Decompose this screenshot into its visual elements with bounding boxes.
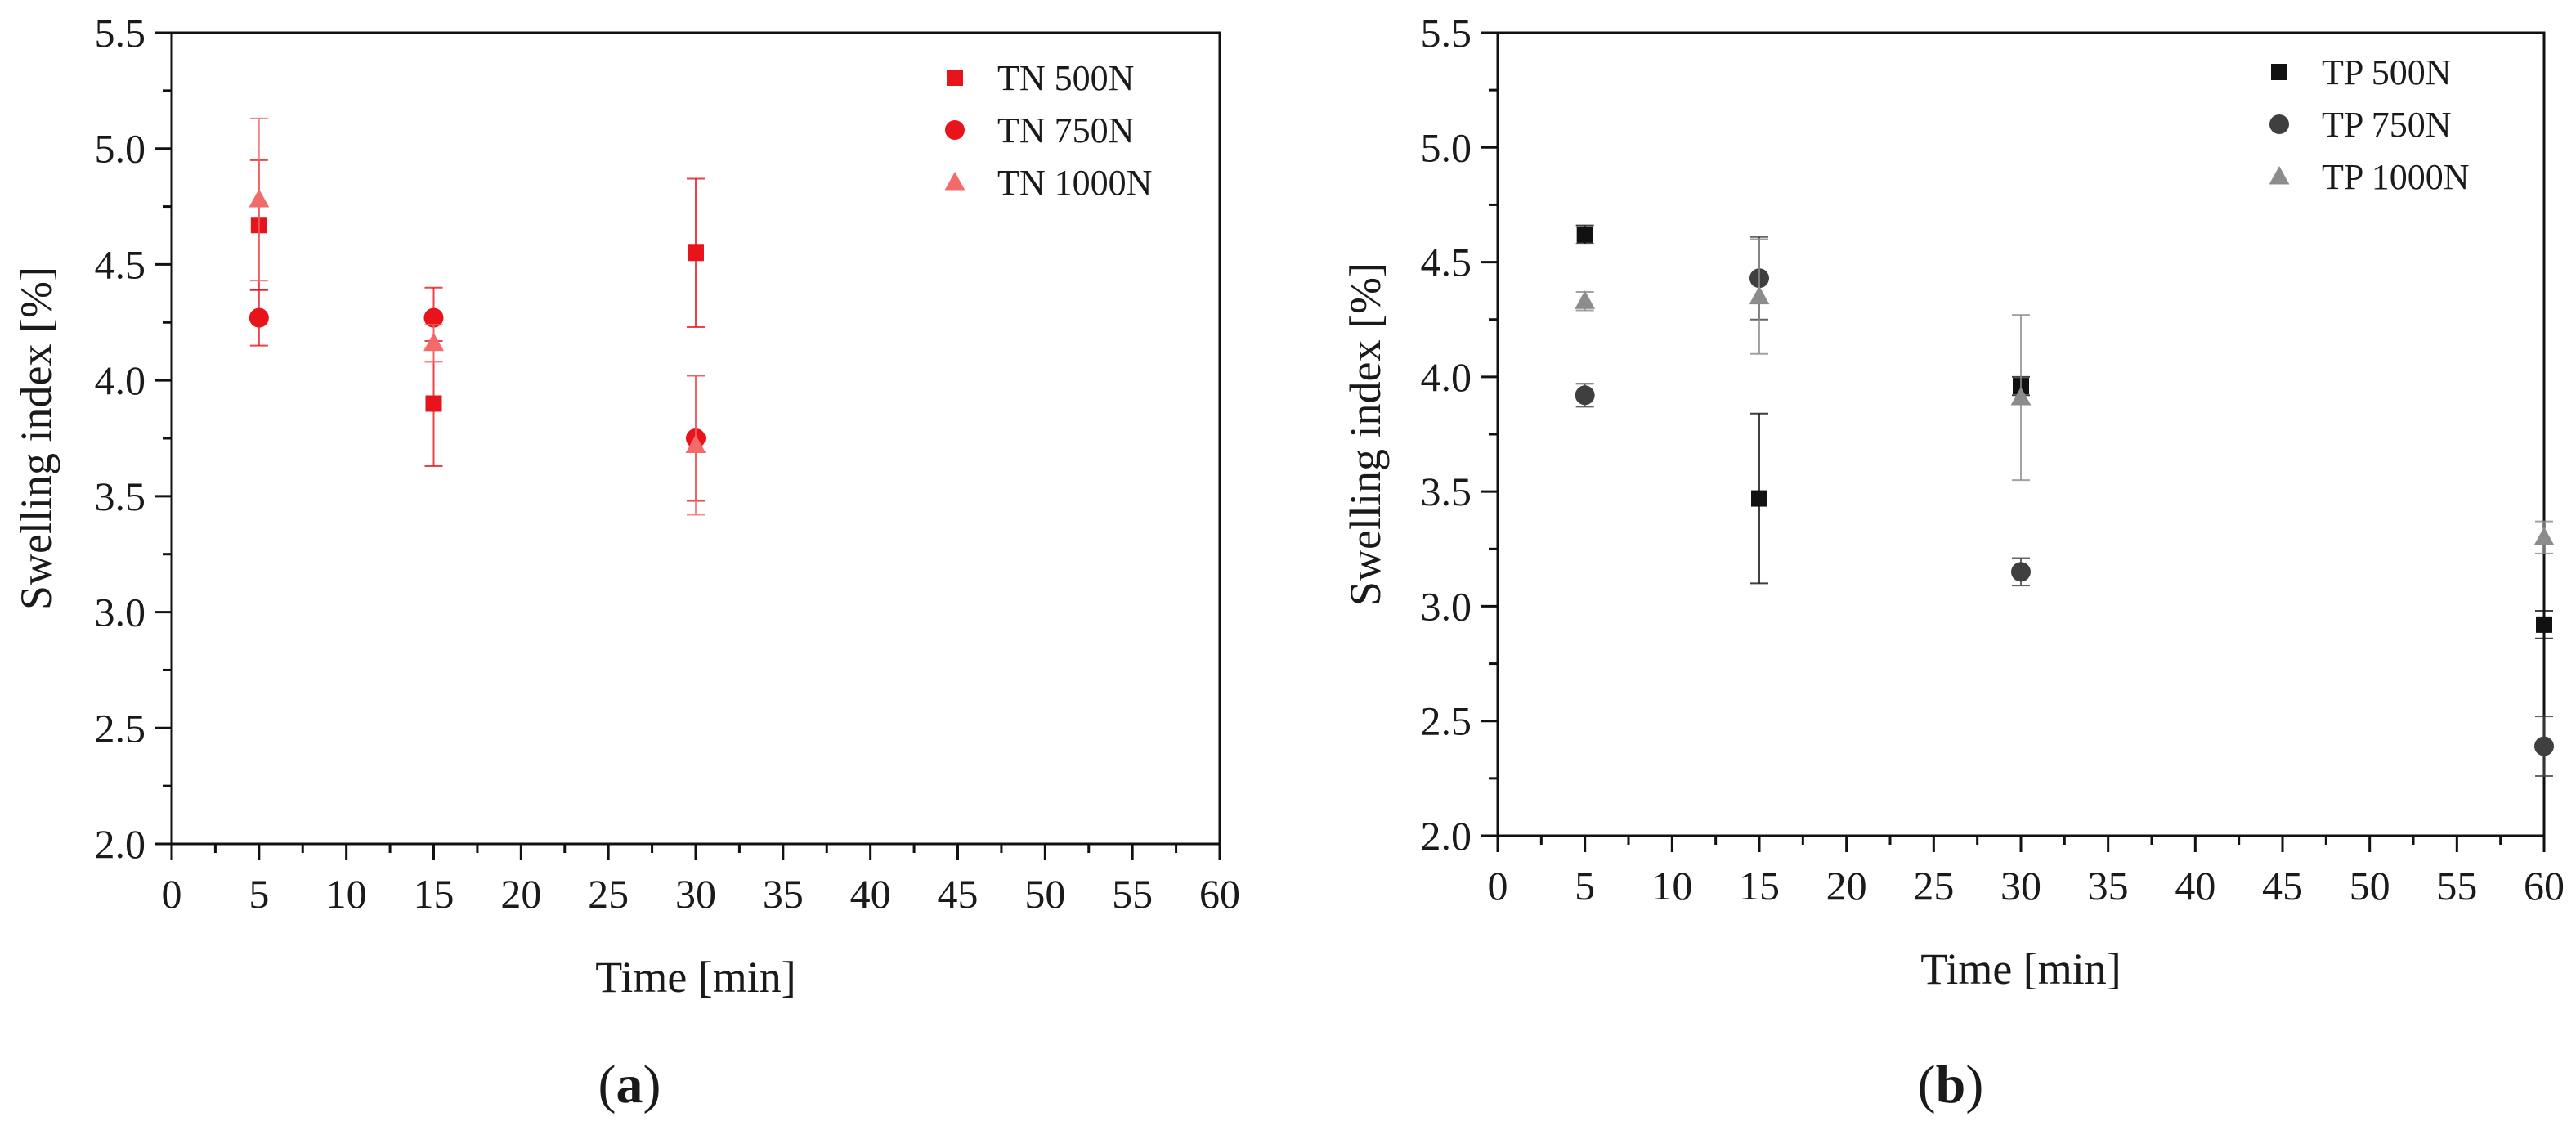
figure: (a) 0 5 10 15 20 25 30 35 40 45 50 55 602.02.53.03.5… xyxy=(0,0,2576,1135)
data-point xyxy=(2536,617,2552,633)
panel-b-caption: (b) xyxy=(1918,1055,1984,1115)
x-tick-label: 55 xyxy=(2436,863,2477,908)
x-tick-label: 55 xyxy=(1112,871,1153,917)
x-tick-label: 5 xyxy=(1575,863,1595,908)
x-tick-label: 40 xyxy=(2175,863,2215,908)
data-point xyxy=(2011,562,2031,581)
series-tp-1000n xyxy=(1575,240,2554,554)
legend: TP 500N TP 750N TP 1000N xyxy=(2269,52,2470,197)
y-tick-label: 5.5 xyxy=(95,10,146,56)
y-tick-label: 3.5 xyxy=(1421,469,1472,514)
x-tick-label: 60 xyxy=(2524,863,2565,908)
panel-b-letter: b xyxy=(1936,1055,1966,1115)
y-tick-label: 4.5 xyxy=(1421,240,1472,285)
x-tick-label: 50 xyxy=(1024,871,1065,917)
x-tick-label: 60 xyxy=(1199,871,1240,917)
y-tick-label: 2.5 xyxy=(1421,698,1472,744)
panel-b: (b) 0 5 10 15 20 25 30 35 40 45 50 55 60 2.0 2.5 3.0 3.5… xyxy=(1341,10,2565,1115)
y-tick-label: 5.5 xyxy=(1421,10,1472,56)
panel-a: (a) 0 5 10 15 20 25 30 35 40 45 50 55 60 2.0 2.5 3.0 3.5… xyxy=(11,10,1240,1115)
data-point xyxy=(1575,385,1595,405)
x-tick-label: 45 xyxy=(938,871,979,917)
x-tick-label: 25 xyxy=(1913,863,1954,908)
y-tick-label: 2.0 xyxy=(1421,813,1472,859)
data-point xyxy=(426,395,442,411)
legend-marker xyxy=(2271,64,2287,80)
x-tick-label: 45 xyxy=(2262,863,2303,908)
series-tn-750n xyxy=(249,288,706,501)
y-tick-label: 4.5 xyxy=(95,241,146,287)
panel-a-caption: (a) xyxy=(598,1055,661,1115)
y-tick-label: 3.0 xyxy=(1421,583,1472,629)
y-tick-label: 4.0 xyxy=(1421,354,1472,400)
panel-a-letter: a xyxy=(616,1055,643,1115)
legend-marker xyxy=(947,70,963,86)
data-point xyxy=(1577,227,1593,243)
series-tp-750n xyxy=(1575,237,2554,776)
data-point xyxy=(249,308,269,328)
x-tick-label: 10 xyxy=(326,871,367,917)
x-tick-label: 15 xyxy=(1739,863,1780,908)
x-tick-label: 0 xyxy=(162,871,182,917)
legend-marker xyxy=(945,172,965,190)
data-point xyxy=(249,189,269,207)
y-axis-title: Swelling index [%] xyxy=(1341,262,1390,606)
data-point xyxy=(423,333,444,351)
legend-label: TN 500N xyxy=(997,58,1134,98)
y-tick-label: 2.5 xyxy=(95,705,146,751)
x-tick-label: 40 xyxy=(850,871,891,917)
legend-label: TN 750N xyxy=(997,110,1134,150)
data-point xyxy=(1749,286,1770,304)
legend-marker xyxy=(945,120,965,140)
y-tick-label: 2.0 xyxy=(95,821,146,867)
legend-label: TN 1000N xyxy=(997,163,1152,203)
x-tick-label: 20 xyxy=(1826,863,1867,908)
series-tn-500n xyxy=(250,160,705,466)
x-tick-label: 30 xyxy=(675,871,716,917)
data-point xyxy=(1751,491,1767,507)
data-point xyxy=(2534,737,2554,756)
x-tick-label: 30 xyxy=(2000,863,2041,908)
x-axis-title: Time [min] xyxy=(1920,944,2121,994)
legend-marker xyxy=(2269,166,2290,184)
y-tick-label: 5.0 xyxy=(1421,124,1472,170)
legend-marker xyxy=(2269,114,2289,134)
y-tick-label: 3.5 xyxy=(95,473,146,519)
series-tp-500n xyxy=(1576,226,2553,639)
x-tick-label: 0 xyxy=(1488,863,1508,908)
x-tick-label: 35 xyxy=(2088,863,2129,908)
data-point xyxy=(688,244,704,261)
x-tick-label: 35 xyxy=(763,871,804,917)
x-tick-label: 25 xyxy=(588,871,629,917)
y-axis-title: Swelling index [%] xyxy=(11,267,60,610)
y-tick-label: 4.0 xyxy=(95,357,146,403)
x-tick-label: 50 xyxy=(2350,863,2390,908)
x-tick-label: 15 xyxy=(414,871,455,917)
data-point xyxy=(2534,527,2555,545)
series-tn-1000n xyxy=(249,119,706,515)
y-tick-label: 3.0 xyxy=(95,590,146,635)
legend-label: TP 1000N xyxy=(2322,157,2470,197)
legend-label: TP 750N xyxy=(2322,105,2452,145)
x-tick-label: 20 xyxy=(500,871,541,917)
x-tick-label: 10 xyxy=(1651,863,1692,908)
data-point xyxy=(1575,290,1595,308)
legend: TN 500N TN 750N TN 1000N xyxy=(945,58,1153,203)
legend-label: TP 500N xyxy=(2322,52,2452,92)
x-axis-title: Time [min] xyxy=(595,953,796,1002)
y-tick-label: 5.0 xyxy=(95,126,146,172)
x-tick-label: 5 xyxy=(249,871,269,917)
